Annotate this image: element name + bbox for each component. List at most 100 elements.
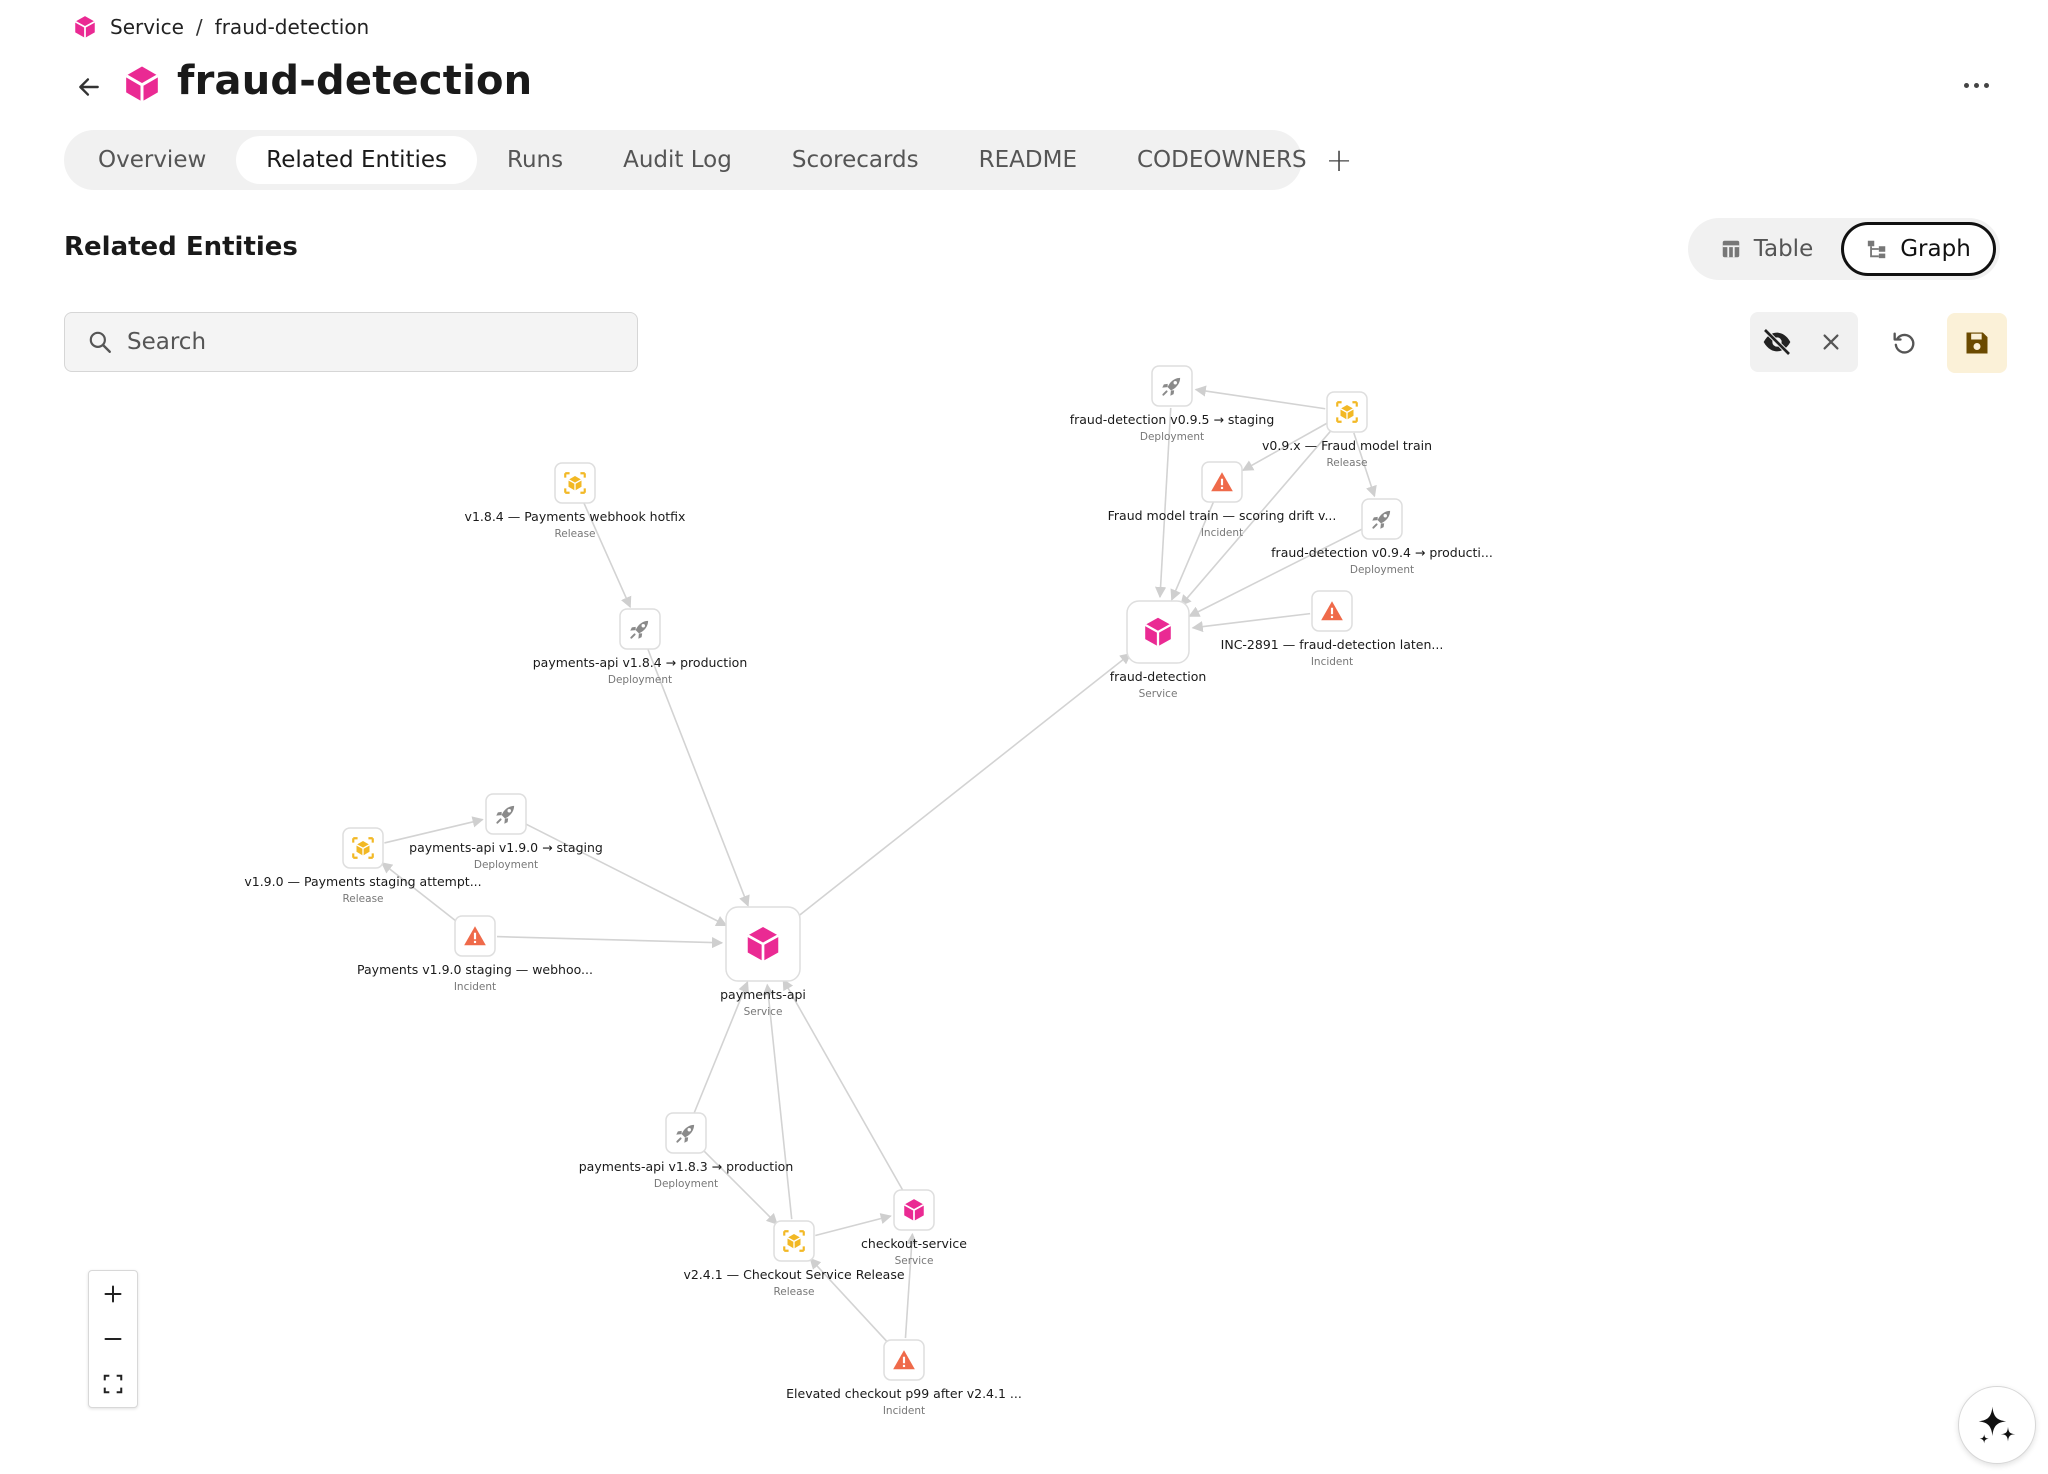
- node-label: INC-2891 — fraud-detection laten...: [1221, 637, 1444, 652]
- graph-node-pa[interactable]: payments-api Service: [720, 906, 806, 1018]
- node-label: payments-api v1.8.4 → production: [533, 655, 748, 670]
- node-type-label: Deployment: [654, 1178, 718, 1190]
- tab-audit-log[interactable]: Audit Log: [623, 147, 732, 173]
- back-button[interactable]: [72, 70, 106, 104]
- graph-edge: [815, 1213, 892, 1237]
- graph-node-fmt[interactable]: Fraud model train — scoring drift v... In…: [1108, 461, 1337, 539]
- hidden-filter-group: [1750, 312, 1858, 372]
- node-label: v0.9.x — Fraud model train: [1262, 438, 1432, 453]
- graph-edge: [762, 983, 793, 1220]
- node-label: Payments v1.9.0 staging — webhoo...: [357, 962, 593, 977]
- node-label: Elevated checkout p99 after v2.4.1 ...: [786, 1386, 1022, 1401]
- graph-node-v09x[interactable]: v0.9.x — Fraud model train Release: [1262, 391, 1432, 469]
- table-view-label: Table: [1753, 236, 1814, 262]
- graph-edge: [496, 935, 724, 949]
- node-type-label: Incident: [883, 1405, 925, 1417]
- graph-edge: [380, 862, 459, 924]
- graph-node-v184[interactable]: v1.8.4 — Payments webhook hotfix Release: [465, 462, 686, 540]
- tab-codeowners[interactable]: CODEOWNERS: [1136, 147, 1307, 173]
- graph-view-label: Graph: [1900, 236, 1971, 262]
- arrow-left-icon: [79, 78, 99, 96]
- clear-filter-button[interactable]: [1811, 322, 1851, 362]
- fit-view-button[interactable]: [89, 1362, 137, 1407]
- graph-node-pa190[interactable]: payments-api v1.9.0 → staging Deployment: [409, 793, 603, 871]
- node-type-label: Incident: [1201, 527, 1243, 539]
- node-label: payments-api v1.9.0 → staging: [409, 840, 603, 855]
- ai-assistant-button[interactable]: [1958, 1386, 2036, 1464]
- eye-off-icon: [1763, 328, 1791, 356]
- graph-node-fd094[interactable]: fraud-detection v0.9.4 → producti... Depl…: [1271, 498, 1493, 576]
- view-toggle: Table Graph: [1688, 218, 2000, 280]
- plus-icon: [104, 1285, 122, 1303]
- graph-node-pa184[interactable]: payments-api v1.8.4 → production Deployme…: [533, 608, 748, 686]
- graph-nodes: fraud-detection Service payments-api Servic…: [244, 365, 1493, 1417]
- close-icon: [1823, 334, 1839, 350]
- graph-node-inc2891[interactable]: INC-2891 — fraud-detection laten... Incid…: [1221, 590, 1444, 668]
- node-label: Fraud model train — scoring drift v...: [1108, 508, 1337, 523]
- search-icon: [89, 331, 111, 353]
- more-dot-icon: [1983, 82, 1989, 88]
- breadcrumb-separator: /: [195, 15, 203, 39]
- hide-toggle-button[interactable]: [1757, 322, 1797, 362]
- node-label: fraud-detection v0.9.5 → staging: [1070, 412, 1275, 427]
- service-cube-icon: [74, 16, 96, 38]
- reset-layout-button[interactable]: [1880, 315, 1928, 371]
- node-label: v1.8.4 — Payments webhook hotfix: [465, 509, 686, 524]
- node-type-label: Service: [744, 1006, 783, 1018]
- graph-node-pa183[interactable]: payments-api v1.8.3 → production Deployme…: [579, 1112, 794, 1190]
- tab-scorecards[interactable]: Scorecards: [791, 147, 919, 173]
- graph-node-cs[interactable]: checkout-service Service: [861, 1189, 967, 1267]
- graph-edge: [647, 649, 750, 907]
- graph-edge: [793, 653, 1132, 921]
- add-tab-button[interactable]: +: [1325, 141, 1353, 179]
- minus-icon: [104, 1337, 122, 1340]
- node-type-label: Release: [1326, 457, 1367, 469]
- tab-related-entities[interactable]: Related Entities: [236, 136, 478, 184]
- graph-edge: [782, 978, 904, 1192]
- node-label: fraud-detection v0.9.4 → producti...: [1271, 545, 1493, 560]
- save-layout-button[interactable]: [1947, 313, 2007, 373]
- node-type-label: Release: [554, 528, 595, 540]
- tab-overview[interactable]: Overview: [98, 147, 207, 173]
- tab-bar: Overview Related Entities Runs Audit Log…: [64, 130, 1307, 190]
- search-field: [64, 312, 638, 372]
- node-type-label: Deployment: [1350, 564, 1414, 576]
- search-input[interactable]: [127, 329, 607, 355]
- graph-node-pinc190[interactable]: Payments v1.9.0 staging — webhoo... Incid…: [357, 915, 593, 993]
- node-label: fraud-detection: [1110, 669, 1207, 684]
- section-title: Related Entities: [64, 232, 298, 262]
- node-label: payments-api: [720, 987, 806, 1002]
- more-dot-icon: [1973, 82, 1979, 88]
- table-icon: [1722, 240, 1739, 258]
- graph-node-elev[interactable]: Elevated checkout p99 after v2.4.1 ... In…: [786, 1339, 1022, 1417]
- zoom-out-button[interactable]: [89, 1316, 137, 1361]
- refresh-icon: [1893, 332, 1915, 354]
- service-cube-icon: [125, 66, 159, 102]
- tab-readme[interactable]: README: [978, 147, 1077, 173]
- fullscreen-icon: [103, 1375, 123, 1394]
- graph-tree-icon: [1868, 240, 1886, 259]
- breadcrumb-root-link[interactable]: Service: [110, 15, 184, 39]
- graph-node-v190[interactable]: v1.9.0 — Payments staging attempt... Rele…: [244, 827, 482, 905]
- sparkles-icon: [1978, 1406, 2016, 1444]
- graph-edge: [1191, 612, 1311, 633]
- graph-view-button[interactable]: Graph: [1841, 222, 1996, 276]
- graph-node-fd[interactable]: fraud-detection Service: [1110, 600, 1207, 700]
- node-type-label: Release: [342, 893, 383, 905]
- node-label: v1.9.0 — Payments staging attempt...: [244, 874, 481, 889]
- zoom-controls: [88, 1270, 138, 1408]
- graph-edge: [1194, 385, 1326, 410]
- table-view-button[interactable]: Table: [1692, 222, 1841, 276]
- node-type-label: Service: [1139, 688, 1178, 700]
- service-icon: [903, 1198, 925, 1222]
- graph-node-fd095[interactable]: fraud-detection v0.9.5 → staging Deployme…: [1070, 365, 1275, 443]
- node-type-label: Deployment: [474, 859, 538, 871]
- graph-node-v241[interactable]: v2.4.1 — Checkout Service Release Release: [683, 1220, 905, 1298]
- node-label: v2.4.1 — Checkout Service Release: [683, 1267, 904, 1282]
- more-options-button[interactable]: [1958, 70, 1994, 100]
- tab-runs[interactable]: Runs: [507, 147, 564, 173]
- node-type-label: Incident: [1311, 656, 1353, 668]
- zoom-in-button[interactable]: [89, 1271, 137, 1316]
- node-type-label: Deployment: [608, 674, 672, 686]
